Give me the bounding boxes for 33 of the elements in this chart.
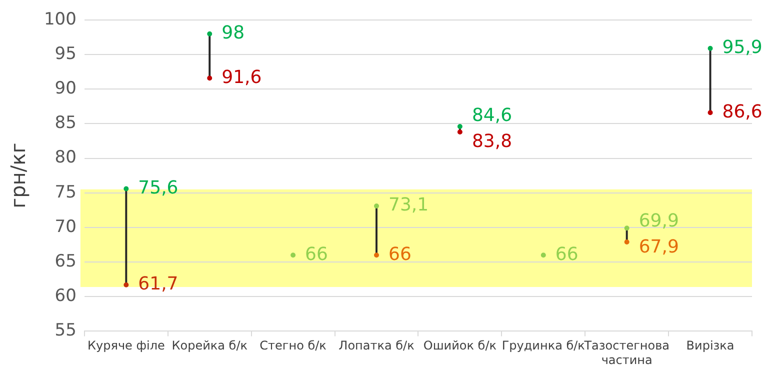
y-axis-title: грн/кг [6,142,30,208]
y-tick-label: 85 [54,113,76,134]
y-tick-label: 100 [44,9,76,30]
x-tick-label: Лопатка б/к [338,338,414,353]
data-label: 83,8 [472,130,512,152]
y-tick-label: 55 [54,320,76,341]
data-label: 95,9 [722,37,762,58]
data-label: 98 [222,22,245,44]
data-label: 66 [305,244,328,265]
data-label: 86,6 [722,101,762,122]
x-tick-label: Ошийок б/к [423,338,497,353]
y-tick-label: 75 [54,182,76,202]
x-tick-label: Куряче філе [87,338,165,353]
x-tick-label: Тазостегнова частина [583,338,670,367]
y-tick-label: 60 [54,286,76,306]
y-tick-label: 95 [54,44,76,64]
y-tick-label: 90 [54,78,76,99]
y-tick-label: 70 [54,216,76,237]
y-tick-label: 65 [54,251,76,272]
data-label: 91,6 [222,66,262,88]
data-label: 84,6 [472,104,512,126]
y-tick-label: 80 [54,148,76,168]
data-label: 67,9 [638,236,679,258]
data-label: 75,6 [138,177,178,198]
data-label: 61,7 [138,274,178,295]
x-tick-label: Грудинка б/к [502,338,585,353]
x-tick-label: Корейка б/к [172,338,248,353]
x-tick-label: Стегно б/к [260,338,326,353]
data-label: 69,9 [638,210,679,232]
data-label: 66 [388,244,412,265]
data-label: 66 [555,244,578,265]
x-tick-label: Вирізка [686,338,734,353]
data-label: 73,1 [388,194,429,216]
